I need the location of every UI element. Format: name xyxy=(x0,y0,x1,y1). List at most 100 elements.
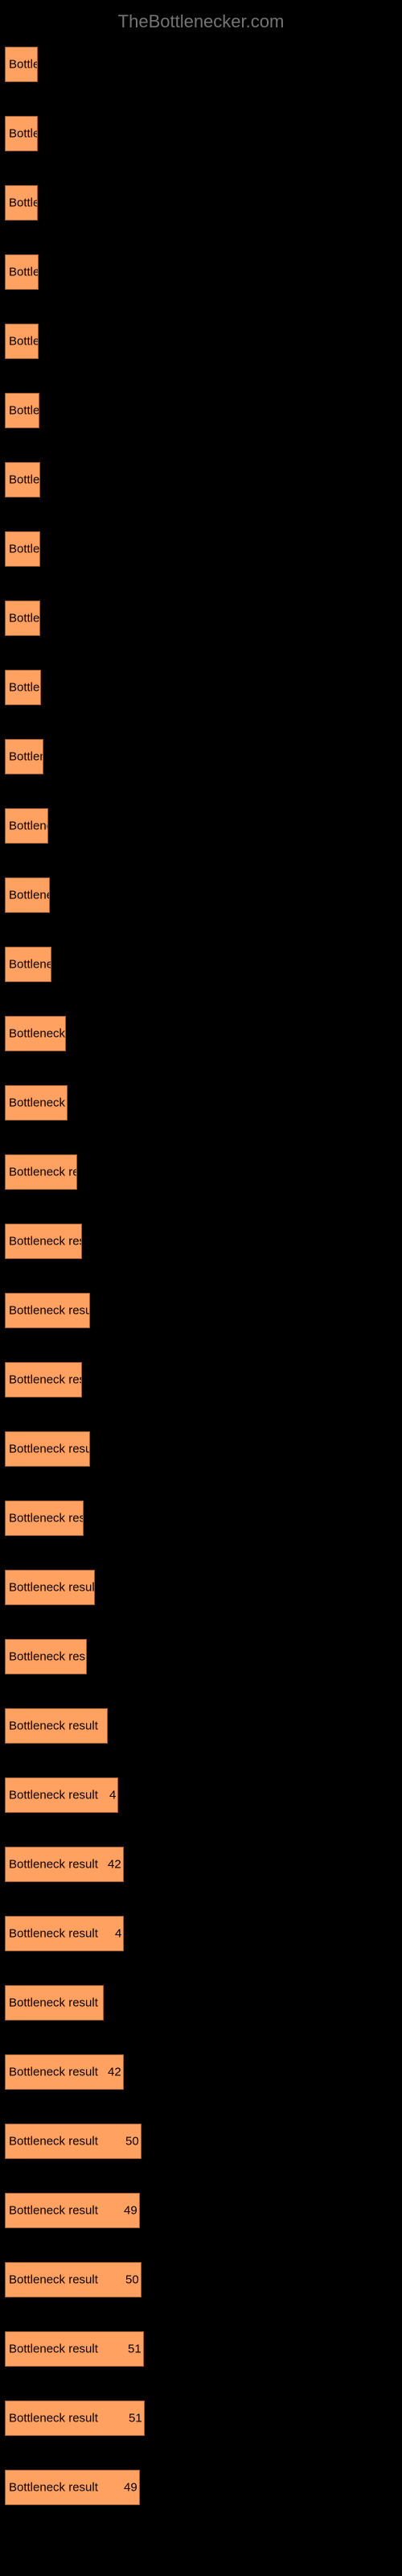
bar-label: Bottleneck result xyxy=(9,404,39,418)
chart-bar: Bottleneck result xyxy=(5,1985,104,2021)
chart-row: Bottleneck result50 xyxy=(5,2124,402,2159)
chart-bar: Bottleneck result xyxy=(5,393,39,428)
bar-label: Bottleneck result xyxy=(9,750,43,764)
bar-label: Bottleneck result xyxy=(9,1581,95,1595)
chart-bar: Bottleneck result xyxy=(5,185,38,221)
chart-row: Bottleneck result xyxy=(5,877,402,913)
chart-row: Bottleneck result xyxy=(5,254,402,290)
bar-label: Bottleneck result xyxy=(9,196,38,210)
chart-bar: Bottleneck result xyxy=(5,116,38,151)
bar-label: Bottleneck result xyxy=(9,1927,98,1941)
chart-bar: Bottleneck result xyxy=(5,2193,140,2228)
chart-bar: Bottleneck result xyxy=(5,2331,144,2367)
chart-bar: Bottleneck result xyxy=(5,2470,140,2505)
chart-bar: Bottleneck result xyxy=(5,1916,124,1951)
chart-row: Bottleneck result 49 xyxy=(5,2470,402,2505)
bar-label: Bottleneck result xyxy=(9,1858,98,1872)
bottleneck-bar-chart: Bottleneck resultBottleneck resultBottle… xyxy=(0,47,402,2505)
bar-label: Bottleneck result xyxy=(9,1996,98,2010)
bar-value-label: 49 xyxy=(124,2204,137,2218)
bar-label: Bottleneck result xyxy=(9,1650,87,1664)
bar-value-label: 42 xyxy=(108,1858,121,1872)
chart-bar: Bottleneck result xyxy=(5,2401,145,2436)
chart-bar: Bottleneck result xyxy=(5,1847,124,1882)
chart-row: Bottleneck result xyxy=(5,393,402,428)
chart-bar: Bottleneck result xyxy=(5,601,40,636)
chart-bar: Bottleneck result xyxy=(5,1154,77,1190)
chart-bar: Bottleneck result xyxy=(5,2124,142,2159)
chart-row: Bottleneck result xyxy=(5,1570,402,1605)
chart-row: Bottleneck result 4 xyxy=(5,1916,402,1951)
bar-label: Bottleneck result xyxy=(9,1235,82,1249)
chart-row: Bottleneck result xyxy=(5,1224,402,1259)
chart-row: Bottleneck result xyxy=(5,462,402,497)
bar-label: Bottleneck result xyxy=(9,1512,84,1525)
bar-label: Bottleneck result xyxy=(9,1789,98,1802)
chart-row: Bottleneck result xyxy=(5,531,402,567)
chart-bar: Bottleneck result xyxy=(5,808,48,844)
chart-row: Bottleneck result xyxy=(5,1085,402,1121)
bar-label: Bottleneck result xyxy=(9,819,48,833)
chart-row: Bottleneck result xyxy=(5,808,402,844)
bar-label: Bottleneck result xyxy=(9,889,50,902)
chart-row: Bottleneck result xyxy=(5,47,402,82)
chart-row: Bottleneck result xyxy=(5,1639,402,1674)
chart-row: Bottleneck result xyxy=(5,670,402,705)
bar-label: Bottleneck result xyxy=(9,1027,66,1041)
bar-label: Bottleneck result xyxy=(9,612,40,625)
bar-value-label: 49 xyxy=(124,2481,137,2495)
bar-value-label: 51 xyxy=(129,2412,142,2425)
chart-bar: Bottleneck result xyxy=(5,531,40,567)
chart-row: Bottleneck result xyxy=(5,947,402,982)
chart-bar: Bottleneck result xyxy=(5,1085,68,1121)
chart-row: Bottleneck result 51 xyxy=(5,2401,402,2436)
chart-row: Bottleneck result xyxy=(5,739,402,774)
chart-row: Bottleneck result4 xyxy=(5,1777,402,1813)
bar-label: Bottleneck result xyxy=(9,2273,98,2287)
bar-label: Bottleneck result xyxy=(9,2412,98,2425)
chart-bar: Bottleneck result xyxy=(5,1570,95,1605)
chart-bar: Bottleneck result xyxy=(5,1501,84,1536)
chart-bar: Bottleneck result xyxy=(5,462,40,497)
bar-value-label: 50 xyxy=(125,2273,139,2287)
chart-bar: Bottleneck result xyxy=(5,947,51,982)
bar-label: Bottleneck result xyxy=(9,1443,90,1456)
bar-label: Bottleneck result xyxy=(9,2204,98,2218)
bar-label: Bottleneck result xyxy=(9,1373,82,1387)
bar-label: Bottleneck result xyxy=(9,1096,68,1110)
chart-row: Bottleneck result xyxy=(5,1431,402,1467)
bar-value-label: 51 xyxy=(128,2343,142,2356)
bar-label: Bottleneck result xyxy=(9,335,39,349)
chart-bar: Bottleneck result xyxy=(5,1224,82,1259)
bar-value-label: 42 xyxy=(108,2066,121,2079)
chart-row: Bottleneck result 42 xyxy=(5,2054,402,2090)
bar-label: Bottleneck result xyxy=(9,2066,98,2079)
page-title: TheBottlenecker.com xyxy=(0,8,402,47)
chart-row: Bottleneck result xyxy=(5,601,402,636)
chart-bar: Bottleneck result xyxy=(5,739,43,774)
chart-bar: Bottleneck result xyxy=(5,877,50,913)
bar-label: Bottleneck result xyxy=(9,2343,98,2356)
bar-label: Bottleneck result xyxy=(9,266,39,279)
bar-label: Bottleneck result xyxy=(9,543,40,556)
chart-row: Bottleneck result xyxy=(5,1154,402,1190)
chart-bar: Bottleneck result xyxy=(5,47,38,82)
chart-bar: Bottleneck result xyxy=(5,1362,82,1397)
bar-label: Bottleneck result xyxy=(9,1304,90,1318)
bar-value-label: 4 xyxy=(115,1927,121,1941)
bar-label: Bottleneck result xyxy=(9,2481,98,2495)
bar-label: Bottleneck result xyxy=(9,958,51,972)
bar-label: Bottleneck result xyxy=(9,58,38,72)
chart-bar: Bottleneck result xyxy=(5,2054,124,2090)
chart-bar: Bottleneck result xyxy=(5,1639,87,1674)
chart-row: Bottleneck result xyxy=(5,116,402,151)
chart-row: Bottleneck result 50 xyxy=(5,2262,402,2297)
bar-label: Bottleneck result xyxy=(9,1719,98,1733)
chart-row: Bottleneck result xyxy=(5,1362,402,1397)
chart-bar: Bottleneck result xyxy=(5,1777,118,1813)
chart-bar: Bottleneck result xyxy=(5,670,41,705)
chart-row: Bottleneck result xyxy=(5,1985,402,2021)
bar-value-label: 50 xyxy=(125,2135,139,2149)
chart-bar: Bottleneck result xyxy=(5,1431,90,1467)
chart-row: Bottleneck result xyxy=(5,1708,402,1744)
